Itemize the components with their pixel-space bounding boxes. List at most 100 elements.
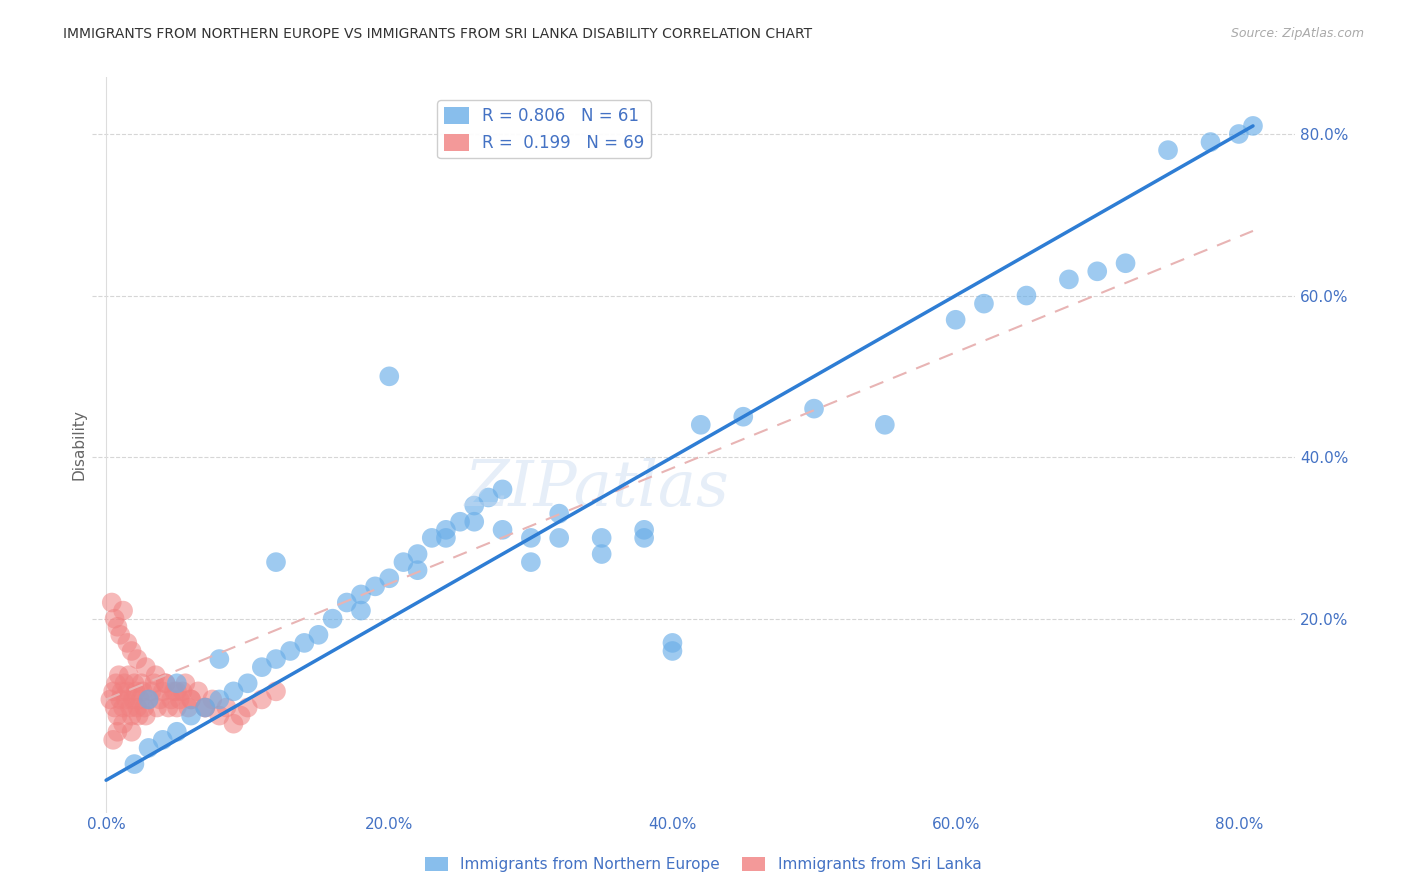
Point <box>107 708 129 723</box>
Point <box>406 547 429 561</box>
Point <box>104 700 127 714</box>
Text: Source: ZipAtlas.com: Source: ZipAtlas.com <box>1230 27 1364 40</box>
Point <box>180 708 202 723</box>
Point <box>145 668 167 682</box>
Point <box>110 692 132 706</box>
Point <box>127 700 149 714</box>
Point <box>449 515 471 529</box>
Point <box>264 684 287 698</box>
Point <box>392 555 415 569</box>
Point <box>101 684 124 698</box>
Point <box>125 684 148 698</box>
Point <box>208 652 231 666</box>
Point <box>155 676 177 690</box>
Point <box>138 692 160 706</box>
Point <box>350 604 373 618</box>
Point <box>322 612 344 626</box>
Point <box>135 708 157 723</box>
Point <box>180 692 202 706</box>
Point <box>112 700 135 714</box>
Point <box>491 523 513 537</box>
Point <box>172 684 194 698</box>
Point <box>122 692 145 706</box>
Point <box>177 700 200 714</box>
Point <box>548 531 571 545</box>
Point <box>661 644 683 658</box>
Point <box>98 692 121 706</box>
Point <box>166 676 188 690</box>
Point <box>803 401 825 416</box>
Point <box>124 676 146 690</box>
Point <box>350 587 373 601</box>
Point <box>250 692 273 706</box>
Point <box>160 692 183 706</box>
Point <box>110 628 132 642</box>
Point <box>1085 264 1108 278</box>
Point <box>194 700 217 714</box>
Point <box>108 668 131 682</box>
Point <box>689 417 711 432</box>
Point <box>520 531 543 545</box>
Point <box>107 620 129 634</box>
Point <box>157 700 180 714</box>
Point <box>336 595 359 609</box>
Point <box>1157 143 1180 157</box>
Point <box>152 684 174 698</box>
Point <box>169 692 191 706</box>
Y-axis label: Disability: Disability <box>72 409 86 481</box>
Point <box>873 417 896 432</box>
Point <box>155 676 177 690</box>
Point <box>591 531 613 545</box>
Point <box>945 312 967 326</box>
Point <box>434 523 457 537</box>
Point <box>264 652 287 666</box>
Point <box>661 636 683 650</box>
Point <box>591 547 613 561</box>
Point <box>292 636 315 650</box>
Point <box>121 724 143 739</box>
Point <box>118 668 141 682</box>
Point <box>101 732 124 747</box>
Point <box>208 692 231 706</box>
Point <box>420 531 443 545</box>
Point <box>149 692 172 706</box>
Point <box>105 676 128 690</box>
Point <box>111 684 134 698</box>
Point <box>222 684 245 698</box>
Point <box>138 692 160 706</box>
Point <box>406 563 429 577</box>
Point <box>491 483 513 497</box>
Point <box>1057 272 1080 286</box>
Point <box>121 644 143 658</box>
Point <box>1227 127 1250 141</box>
Point <box>364 579 387 593</box>
Point <box>180 692 202 706</box>
Legend: Immigrants from Northern Europe, Immigrants from Sri Lanka: Immigrants from Northern Europe, Immigra… <box>418 849 988 880</box>
Point <box>463 515 485 529</box>
Point <box>222 716 245 731</box>
Point <box>120 700 142 714</box>
Point <box>131 676 153 690</box>
Point <box>134 700 156 714</box>
Point <box>104 612 127 626</box>
Point <box>633 531 655 545</box>
Point <box>152 732 174 747</box>
Point <box>278 644 301 658</box>
Point <box>264 555 287 569</box>
Point <box>146 700 169 714</box>
Point <box>124 757 146 772</box>
Point <box>143 676 166 690</box>
Point <box>733 409 755 424</box>
Point <box>166 700 188 714</box>
Point <box>236 700 259 714</box>
Point <box>141 684 163 698</box>
Point <box>1115 256 1137 270</box>
Legend: R = 0.806   N = 61, R =  0.199   N = 69: R = 0.806 N = 61, R = 0.199 N = 69 <box>437 101 651 159</box>
Point <box>194 700 217 714</box>
Point <box>112 716 135 731</box>
Text: ZIPatlas: ZIPatlas <box>465 458 730 520</box>
Point <box>166 724 188 739</box>
Point <box>215 700 238 714</box>
Point <box>1241 119 1264 133</box>
Point <box>633 523 655 537</box>
